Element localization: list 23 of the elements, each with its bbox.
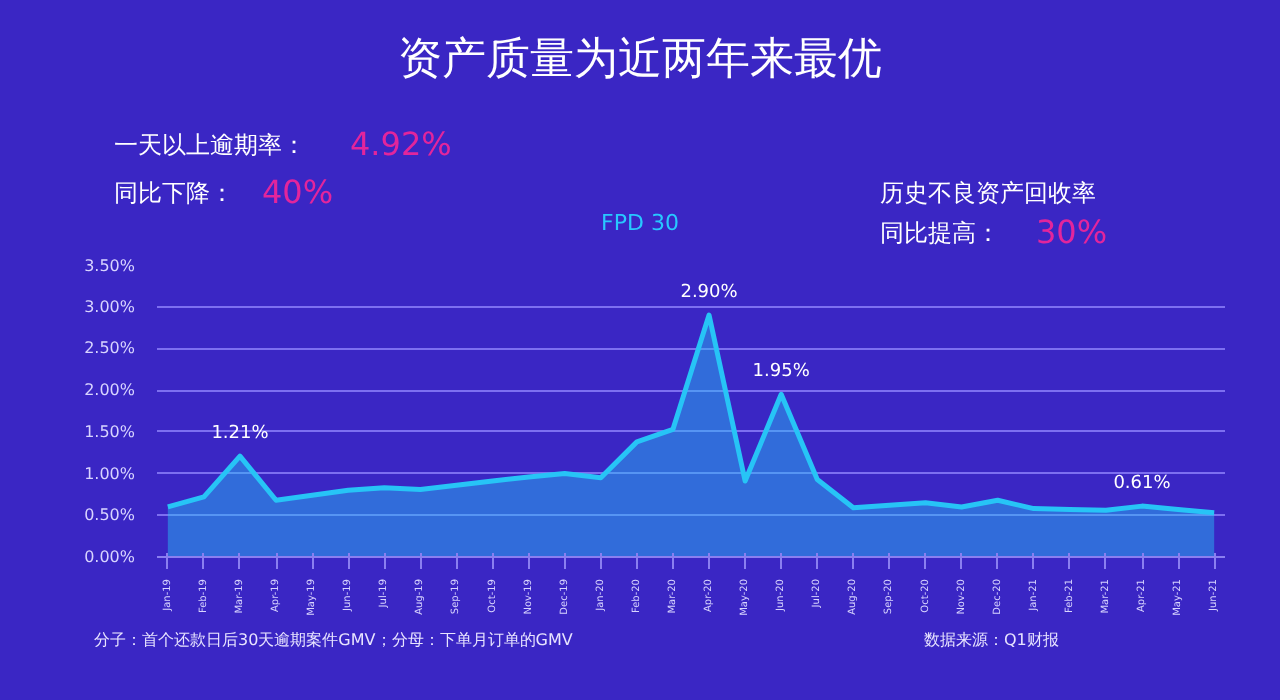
text: 30%: [1036, 211, 1108, 256]
y-tick-label: 1.50%: [84, 422, 136, 441]
text: 一天以上逾期率：: [114, 128, 306, 163]
y-tick-label: 2.00%: [84, 381, 136, 400]
y-tick-label: 3.00%: [84, 297, 136, 316]
chart-title: 资产质量为近两年来最优: [398, 32, 882, 89]
text: 历史不良资产回收率: [880, 176, 1096, 211]
chart-subtitle: FPD 30: [601, 208, 679, 240]
text: 同比下降：: [114, 176, 234, 211]
data-label: 1.95%: [752, 362, 811, 383]
y-tick-label: 0.00%: [84, 548, 136, 566]
y-tick-label: 0.50%: [84, 506, 136, 525]
y-tick-label: 2.50%: [84, 339, 136, 358]
text: 40%: [262, 171, 334, 216]
data-label: 0.61%: [1113, 474, 1172, 495]
text: 同比提高：: [880, 216, 1000, 251]
text: 分子：首个还款日后30天逾期案件GMV；分母：下单月订单的GMV: [94, 628, 573, 652]
y-tick-label: 3.50%: [84, 257, 136, 275]
y-tick-label: 1.00%: [84, 464, 136, 483]
data-label: 2.90%: [680, 283, 739, 304]
source-note: 数据来源：Q1财报: [924, 628, 1059, 652]
text: 4.92%: [350, 123, 452, 168]
data-label: 1.21%: [211, 424, 270, 445]
